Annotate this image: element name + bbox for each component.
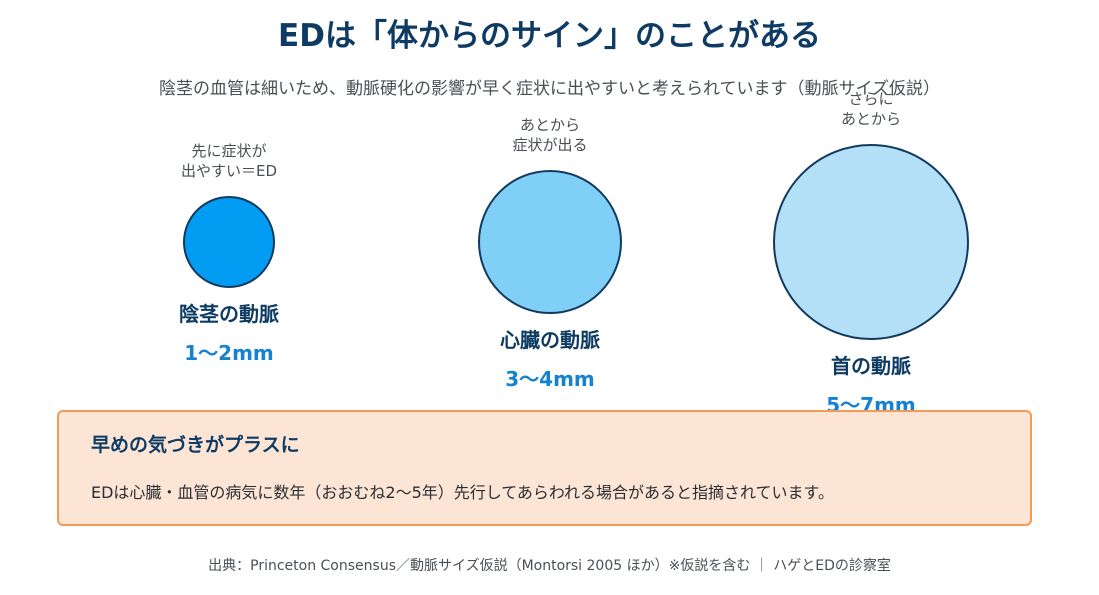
callout-title: 早めの気づきがプラスに xyxy=(91,434,300,456)
page-subtitle: 陰茎の血管は細いため、動脈硬化の影響が早く症状に出やすいと考えられています（動脈… xyxy=(159,79,940,99)
artery-note: 先に症状が 出やすい＝ED xyxy=(109,141,349,181)
artery-name: 心臓の動脈 xyxy=(500,328,600,352)
artery-circle xyxy=(183,196,275,288)
artery-size: 3〜4mm xyxy=(505,367,595,391)
callout-box: 早めの気づきがプラスに EDは心臓・血管の病気に数年（おおむね2〜5年）先行して… xyxy=(57,410,1032,526)
note-line: さらに xyxy=(848,90,894,108)
artery-note: さらに あとから xyxy=(751,89,991,129)
note-line: 先に症状が xyxy=(191,142,267,160)
artery-circle xyxy=(478,170,622,314)
artery-name: 首の動脈 xyxy=(831,354,911,378)
note-line: あとから xyxy=(519,116,580,134)
note-line: あとから xyxy=(840,110,901,128)
artery-name: 陰茎の動脈 xyxy=(179,302,279,326)
note-line: 症状が出る xyxy=(512,136,588,154)
artery-size: 1〜2mm xyxy=(184,341,274,365)
source-footer: 出典：Princeton Consensus／動脈サイズ仮説（Montorsi … xyxy=(208,558,891,574)
callout-body: EDは心臓・血管の病気に数年（おおむね2〜5年）先行してあらわれる場合があると指… xyxy=(91,483,834,502)
page-title: EDは「体からのサイン」のことがある xyxy=(278,18,821,54)
artery-note: あとから 症状が出る xyxy=(430,115,670,155)
artery-circle xyxy=(773,144,969,340)
note-line: 出やすい＝ED xyxy=(180,162,278,180)
